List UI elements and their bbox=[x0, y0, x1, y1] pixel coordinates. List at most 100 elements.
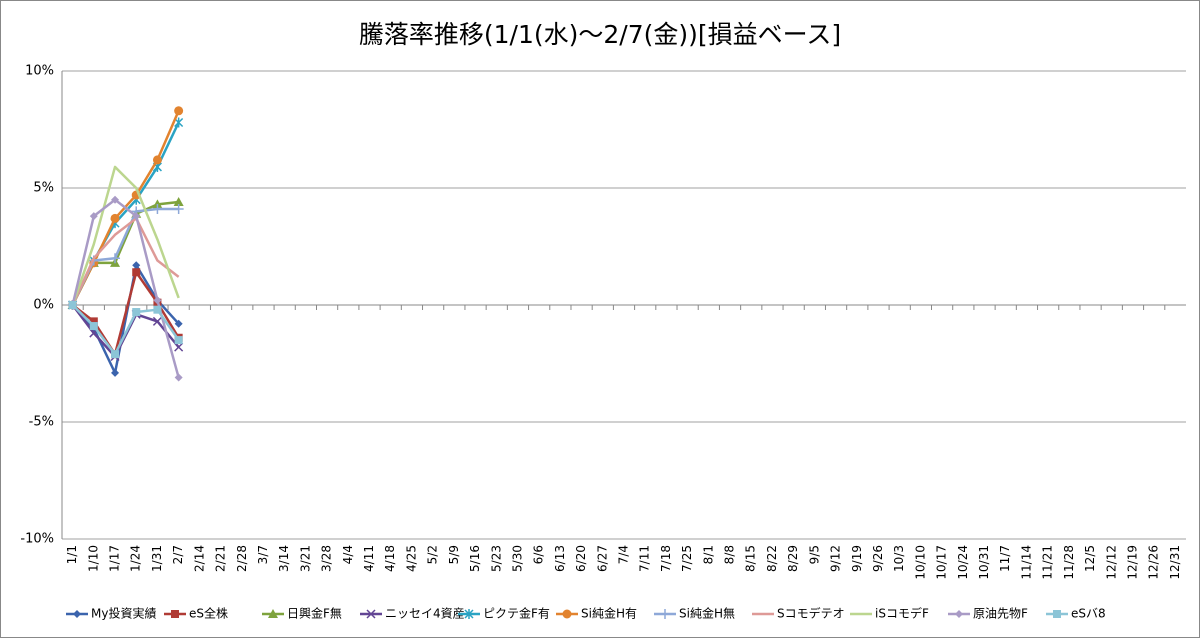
x-tick-label: 6/6 bbox=[532, 545, 546, 564]
x-tick-label: 4/4 bbox=[341, 545, 355, 564]
legend-label: ニッセイ4資産 bbox=[385, 606, 465, 621]
x-tick-label: 7/25 bbox=[680, 545, 694, 572]
x-tick-label: 1/31 bbox=[150, 545, 164, 572]
point bbox=[173, 204, 184, 215]
y-tick-label: -5% bbox=[29, 415, 54, 430]
point bbox=[174, 336, 183, 345]
point bbox=[153, 305, 162, 314]
x-tick-label: 8/22 bbox=[765, 545, 779, 572]
legend-marker bbox=[660, 609, 670, 619]
x-tick-label: 2/14 bbox=[192, 545, 206, 572]
point bbox=[132, 212, 141, 221]
legend-marker bbox=[171, 610, 179, 618]
x-tick-label: 10/24 bbox=[956, 545, 970, 580]
x-tick-label: 8/15 bbox=[744, 545, 758, 572]
x-tick-label: 2/7 bbox=[171, 545, 185, 564]
point bbox=[173, 197, 184, 207]
legend-label: My投資実績 bbox=[91, 606, 156, 621]
point bbox=[132, 261, 141, 270]
x-tick-label: 4/18 bbox=[383, 545, 397, 572]
x-tick-label: 10/17 bbox=[935, 545, 949, 580]
chart-title: 騰落率推移(1/1(水)～2/7(金))[損益ベース] bbox=[359, 20, 841, 49]
x-tick-label: 5/23 bbox=[489, 545, 503, 572]
x-tick-label: 12/5 bbox=[1083, 545, 1097, 572]
point bbox=[174, 106, 184, 116]
point bbox=[174, 342, 184, 352]
point bbox=[174, 373, 183, 382]
x-tick-label: 11/28 bbox=[1062, 545, 1076, 580]
legend-label: Sコモデテオ bbox=[777, 606, 845, 621]
x-tick-label: 12/19 bbox=[1125, 545, 1139, 580]
legend-marker bbox=[464, 609, 474, 619]
series-line bbox=[71, 217, 180, 306]
x-tick-label: 3/14 bbox=[277, 545, 291, 572]
x-tick-label: 12/31 bbox=[1168, 545, 1182, 580]
x-tick-label: 8/1 bbox=[701, 545, 715, 564]
legend-label: 日興金F無 bbox=[287, 606, 342, 621]
legend-label: 原油先物F bbox=[973, 607, 1028, 621]
x-tick-label: 11/21 bbox=[1041, 545, 1055, 580]
x-tick-label: 5/16 bbox=[468, 545, 482, 572]
point bbox=[174, 319, 183, 328]
y-tick-label: -10% bbox=[20, 532, 54, 547]
point bbox=[132, 308, 141, 317]
legend-marker bbox=[73, 610, 81, 618]
point bbox=[153, 296, 162, 305]
x-tick-label: 9/12 bbox=[829, 545, 843, 572]
legend-label: Si純金H有 bbox=[581, 606, 637, 621]
point bbox=[110, 253, 121, 264]
x-tick-label: 6/13 bbox=[553, 545, 567, 572]
legend-marker bbox=[562, 609, 572, 619]
x-tick-label: 6/27 bbox=[595, 545, 609, 572]
legend-label: ピクテ金F有 bbox=[483, 606, 550, 621]
x-tick-label: 1/24 bbox=[129, 545, 143, 572]
x-tick-label: 10/31 bbox=[977, 545, 991, 580]
y-tick-label: 0% bbox=[33, 298, 54, 313]
legend-marker bbox=[955, 610, 963, 618]
y-tick-label: 10% bbox=[25, 64, 54, 79]
x-tick-label: 1/17 bbox=[108, 545, 122, 572]
x-tick-label: 8/29 bbox=[786, 545, 800, 572]
x-tick-label: 7/18 bbox=[659, 545, 673, 572]
legend-marker bbox=[268, 609, 278, 618]
point bbox=[89, 317, 98, 326]
legend-marker bbox=[1053, 610, 1061, 618]
x-tick-label: 2/28 bbox=[235, 545, 249, 572]
point bbox=[111, 350, 120, 359]
series-line bbox=[71, 165, 180, 306]
x-tick-label: 4/11 bbox=[362, 545, 376, 572]
point bbox=[152, 199, 163, 209]
x-tick-label: 7/11 bbox=[638, 545, 652, 572]
legend-label: eSバ8 bbox=[1071, 607, 1106, 621]
x-tick-label: 2/21 bbox=[214, 545, 228, 572]
point bbox=[111, 195, 120, 204]
point bbox=[68, 301, 77, 309]
x-tick-label: 10/3 bbox=[892, 545, 906, 572]
point bbox=[110, 213, 120, 223]
x-tick-label: 1/10 bbox=[86, 545, 100, 572]
x-tick-label: 11/7 bbox=[998, 545, 1012, 572]
point bbox=[89, 212, 98, 221]
x-tick-label: 9/26 bbox=[871, 545, 885, 572]
x-tick-label: 10/10 bbox=[913, 545, 927, 580]
x-tick-label: 3/21 bbox=[298, 545, 312, 572]
x-tick-label: 5/30 bbox=[510, 545, 524, 572]
x-tick-label: 11/14 bbox=[1019, 545, 1033, 580]
point bbox=[152, 316, 162, 326]
x-tick-label: 12/26 bbox=[1147, 545, 1161, 580]
point bbox=[152, 155, 162, 165]
x-tick-label: 6/20 bbox=[574, 545, 588, 572]
x-tick-label: 7/4 bbox=[617, 545, 631, 564]
legend-label: iSコモデF bbox=[875, 606, 929, 621]
x-tick-label: 5/9 bbox=[447, 545, 461, 564]
legend-label: eS全株 bbox=[189, 606, 228, 621]
point bbox=[89, 322, 98, 331]
legend-marker bbox=[366, 609, 376, 619]
x-tick-label: 9/5 bbox=[807, 545, 821, 564]
y-tick-label: 5% bbox=[33, 181, 54, 196]
x-tick-label: 12/12 bbox=[1104, 545, 1118, 580]
point bbox=[111, 368, 120, 377]
x-tick-label: 3/28 bbox=[320, 545, 334, 572]
